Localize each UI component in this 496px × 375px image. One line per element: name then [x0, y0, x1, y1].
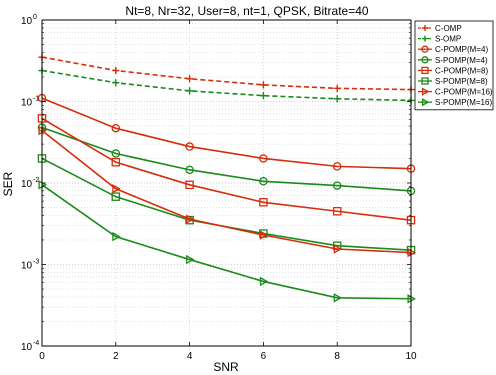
- data-point: [112, 184, 121, 194]
- x-tick-label: 2: [113, 351, 119, 362]
- legend-marker: [422, 25, 428, 31]
- y-tick-exponent: -1: [33, 96, 39, 103]
- legend-label: C-POMP(M=8): [435, 66, 488, 75]
- series-line: [41, 184, 412, 300]
- data-point: [259, 154, 268, 163]
- y-tick-label: 10: [21, 98, 33, 109]
- data-point: [186, 254, 195, 265]
- data-point: [186, 214, 195, 224]
- data-point: [259, 230, 269, 240]
- legend-item: S-POMP(M=4): [418, 56, 488, 65]
- data-point: [111, 123, 121, 133]
- legend: C-OMPS-OMPC-POMP(M=4)S-POMP(M=4)C-POMP(M…: [414, 20, 494, 111]
- x-tick-label: 8: [334, 351, 340, 362]
- y-tick-exponent: -3: [33, 259, 39, 266]
- legend-label: C-POMP(M=16): [435, 88, 493, 97]
- legend-label: S-OMP: [435, 35, 461, 44]
- data-point: [333, 244, 343, 254]
- data-point: [112, 79, 120, 87]
- legend-item: S-OMP: [418, 35, 461, 44]
- legend-item: C-POMP(M=8): [418, 66, 488, 75]
- data-point: [259, 276, 269, 287]
- series-line: [41, 129, 412, 254]
- data-point: [112, 66, 120, 75]
- legend-label: S-POMP(M=8): [435, 77, 488, 86]
- data-point: [112, 231, 121, 242]
- data-point: [259, 177, 268, 186]
- legend-item: C-POMP(M=16): [418, 87, 493, 97]
- series-line: [41, 117, 412, 221]
- y-tick-exponent: -4: [33, 340, 39, 347]
- series-c-pomp-m-16: [38, 125, 416, 258]
- data-point: [186, 75, 194, 83]
- series-line: [41, 69, 412, 102]
- series-line: [41, 97, 412, 170]
- x-tick-label: 4: [187, 351, 193, 362]
- x-axis-label: SNR: [213, 360, 239, 374]
- data-point: [259, 198, 268, 207]
- legend-label: S-POMP(M=16): [435, 98, 492, 107]
- data-point: [333, 84, 341, 92]
- data-point: [332, 162, 342, 171]
- legend-item: S-POMP(M=8): [418, 77, 488, 86]
- series-line: [41, 126, 412, 192]
- data-point: [111, 192, 121, 201]
- y-tick-exponent: 0: [33, 14, 37, 21]
- data-point: [333, 293, 343, 303]
- data-point: [332, 181, 342, 190]
- legend-item: C-POMP(M=4): [418, 45, 488, 54]
- legend-label: C-POMP(M=4): [435, 45, 488, 54]
- y-tick-label: 10: [21, 16, 33, 27]
- y-tick-label: 10: [21, 342, 33, 353]
- series-c-omp: [38, 53, 415, 94]
- legend-marker: [421, 45, 429, 53]
- y-tick-exponent: -2: [33, 177, 39, 184]
- data-point: [185, 165, 194, 175]
- series-line: [41, 56, 412, 91]
- x-tick-label: 6: [261, 351, 267, 362]
- y-tick-label: 10: [21, 179, 33, 190]
- legend-marker: [421, 56, 429, 64]
- legend-label: C-OMP: [435, 24, 462, 33]
- data-point: [259, 81, 267, 89]
- chart-title: Nt=8, Nr=32, User=8, nt=1, QPSK, Bitrate…: [125, 4, 368, 18]
- y-tick-label: 10: [21, 261, 33, 272]
- data-point: [185, 180, 194, 190]
- legend-item: S-POMP(M=16): [418, 98, 492, 107]
- data-point: [111, 149, 121, 158]
- data-point: [111, 157, 121, 167]
- legend-box: [414, 20, 494, 111]
- data-point: [333, 95, 341, 103]
- legend-marker: [421, 77, 429, 85]
- data-point: [185, 142, 194, 151]
- legend-marker: [421, 87, 430, 96]
- data-point: [186, 87, 194, 95]
- x-tick-label: 10: [405, 351, 417, 362]
- data-point: [259, 92, 267, 100]
- legend-item: C-OMP: [418, 24, 462, 33]
- x-tick-label: 0: [39, 351, 45, 362]
- y-axis-label: SER: [1, 171, 15, 196]
- legend-marker: [421, 98, 430, 107]
- legend-label: S-POMP(M=4): [435, 56, 488, 65]
- series-group: [37, 53, 416, 304]
- data-point: [332, 207, 342, 216]
- legend-marker: [422, 35, 428, 42]
- legend-marker: [421, 66, 429, 75]
